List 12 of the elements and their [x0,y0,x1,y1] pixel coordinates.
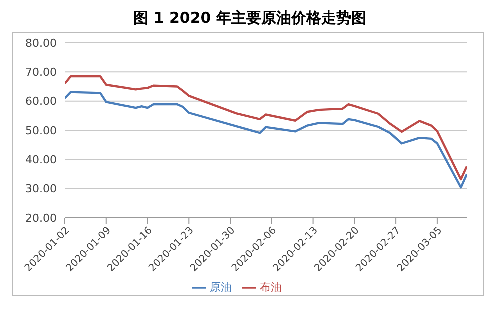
y-tick-label: 80.00 [26,36,57,50]
y-tick-label: 30.00 [26,182,57,196]
legend-label: 布油 [260,281,282,294]
y-tick-label: 50.00 [26,124,57,138]
y-tick-label: 40.00 [26,154,57,167]
line-series [65,91,467,189]
legend-label: 原油 [210,281,232,294]
y-tick-label: 20.00 [26,212,57,225]
y-tick-label: 70.00 [26,66,57,80]
chart-title: 图 1 2020 年主要原油价格走势图 [132,8,368,29]
line-series [65,75,467,181]
y-tick-label: 60.00 [26,95,57,108]
